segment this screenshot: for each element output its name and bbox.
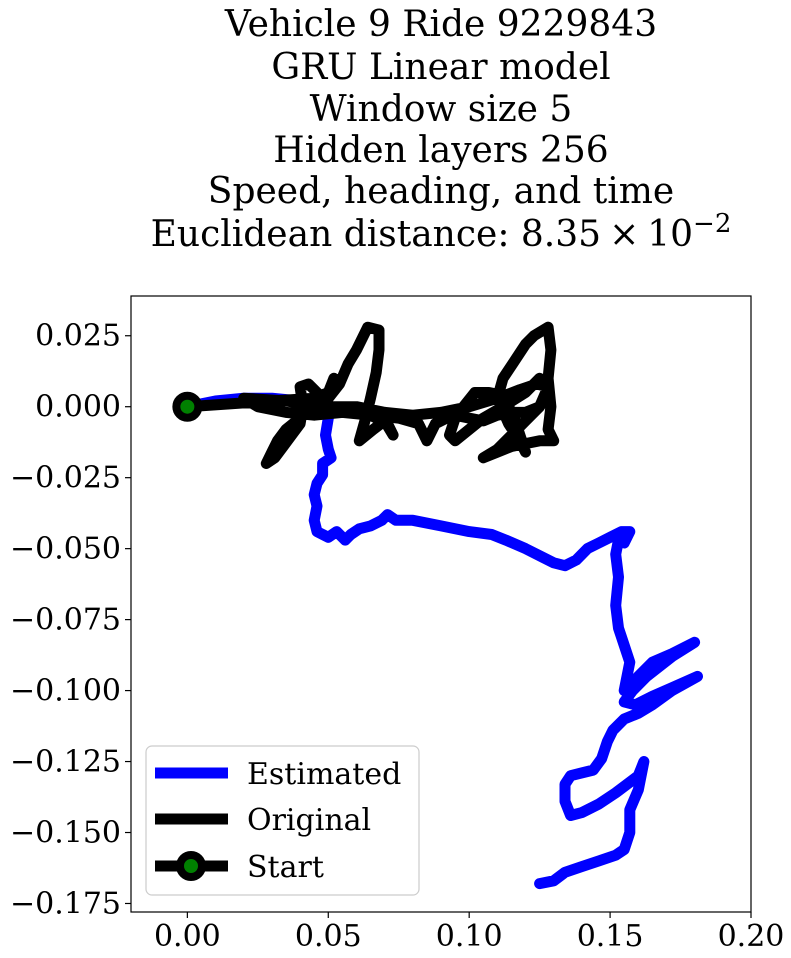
title-line-3: Window size 5 [310,89,573,130]
y-tick-label: −0.075 [10,603,121,638]
y-tick-label: −0.100 [10,674,121,709]
title-line-1: Vehicle 9 Ride 9229843 [224,4,657,45]
x-tick-label: 0.15 [577,919,644,954]
distance-base: 10 [647,214,693,255]
legend: Estimated Original Start [145,745,420,896]
y-tick-label: −0.150 [10,816,121,851]
title-line-4: Hidden layers 256 [273,130,608,171]
legend-label-start: Start [247,850,324,885]
series-line-original [181,321,560,469]
distance-prefix: Euclidean distance: [151,214,521,255]
legend-label-estimated: Estimated [247,757,401,792]
start-marker [172,391,203,422]
title-line-distance: Euclidean distance: 8.35 × 10−2 [151,209,732,255]
plot-area [172,321,703,890]
legend-label-original: Original [247,803,371,838]
x-tick-label: 0.00 [154,919,221,954]
y-tick-label: 0.025 [35,319,121,354]
legend-box [145,745,420,896]
y-tick-label: −0.025 [10,461,121,496]
x-tick-label: 0.20 [718,919,785,954]
chart-title: Vehicle 9 Ride 9229843 GRU Linear model … [151,4,732,255]
title-line-5: Speed, heading, and time [208,171,674,212]
distance-times: × [609,214,639,255]
title-line-2: GRU Linear model [271,47,610,88]
series-line-estimated [181,392,703,890]
y-tick-label: 0.000 [35,390,121,425]
distance-exponent: −2 [693,209,731,239]
y-tick-label: −0.175 [10,886,121,921]
legend-start-marker [176,851,206,881]
x-tick-label: 0.10 [436,919,503,954]
y-tick-label: −0.125 [10,745,121,780]
y-tick-label: −0.050 [10,532,121,567]
distance-mantissa: 8.35 [521,214,601,255]
axes: 0.00 0.05 0.10 0.15 0.20 0.025 0.000 −0.025 −0.0… [10,319,784,954]
plot-frame [130,295,752,913]
x-tick-label: 0.05 [295,919,362,954]
